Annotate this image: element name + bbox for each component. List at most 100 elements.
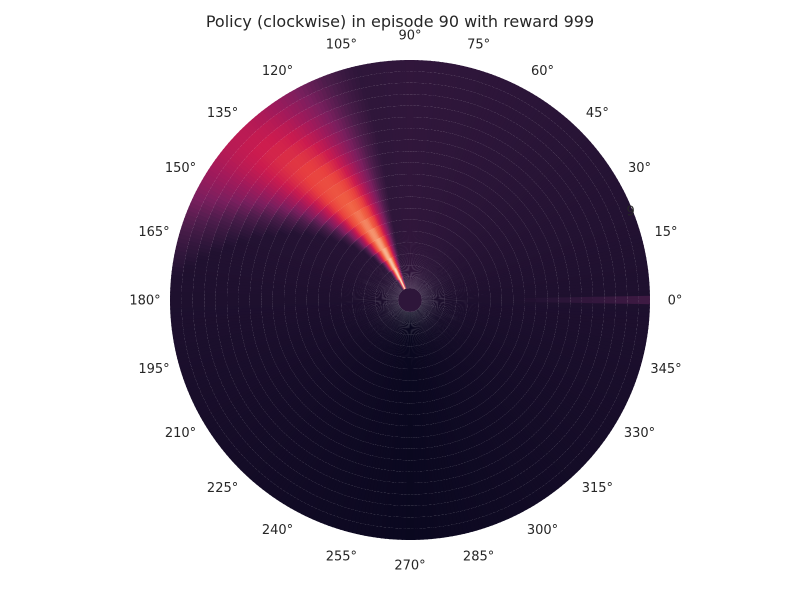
heatmap-cell [389,355,395,367]
heatmap-cell [535,299,548,303]
heatmap-cell [455,257,466,266]
heatmap-cell [365,246,374,257]
heatmap-cell [420,243,424,256]
heatmap-cell [382,236,389,248]
heatmap-cell [419,344,424,357]
heatmap-cell [444,244,453,255]
heatmap-cell [423,271,431,282]
heatmap-cell [353,287,365,291]
heatmap-cell [394,356,399,368]
heatmap-cell [398,345,402,357]
heatmap-cell [455,287,467,292]
heatmap-cell [386,329,393,341]
heatmap-cell [420,356,425,368]
heatmap-cell [378,265,387,275]
heatmap-cell [442,310,455,316]
heatmap-cell [373,348,381,360]
heatmap-cell [390,287,400,294]
heatmap-cell [420,305,432,311]
heatmap-cell [398,310,405,321]
heatmap-cell [415,278,421,290]
heatmap-cell [423,232,428,245]
heatmap-cell [421,256,426,268]
heatmap-cell [474,270,486,277]
heatmap-cell [441,242,450,253]
heatmap-cell [382,248,390,260]
heatmap-cell [377,308,389,313]
heatmap-cell [449,341,459,351]
heatmap-cell [413,277,417,289]
heatmap-cell [397,255,402,267]
heatmap-cell [405,334,408,347]
heatmap-cell [390,355,396,367]
heatmap-cell [415,266,420,278]
heatmap-cell [385,316,395,326]
heatmap-cell [442,311,454,317]
heatmap-cell [438,255,448,265]
heatmap-cell [427,246,433,258]
heatmap-cell [443,310,455,315]
heatmap-cell [433,303,445,307]
heatmap-cell [437,239,445,251]
heatmap-cell [419,285,429,293]
heatmap-cell [444,330,454,339]
heatmap-cell [450,322,461,329]
heatmap-cell [379,282,390,289]
heatmap-cell [430,311,441,318]
heatmap-cell [453,313,466,318]
heatmap-cell [366,344,375,355]
heatmap-cell [424,245,429,257]
heatmap-cell [394,268,401,280]
heatmap-cell [437,336,446,347]
heatmap-cell [420,268,426,280]
heatmap-cell [372,272,382,281]
heatmap-cell [377,307,389,313]
heatmap-cell [426,330,434,341]
heatmap-cell [393,308,402,318]
heatmap-cell [412,242,416,254]
heatmap-cell [390,270,398,281]
heatmap-cell [448,324,460,332]
heatmap-cell [397,267,403,279]
heatmap-cell [450,321,461,328]
heatmap-cell [466,310,478,315]
heatmap-cell [371,274,382,282]
heatmap-cell [394,308,403,318]
heatmap-cell [392,232,398,245]
heatmap-cell [437,349,445,361]
heatmap-cell [428,313,438,322]
heatmap-cell [423,331,429,343]
heatmap-cell [449,250,459,260]
heatmap-cell [369,333,379,343]
heatmap-cell [442,283,454,289]
heatmap-cell [392,269,399,280]
heatmap-cell [358,272,370,280]
heatmap-cell [421,302,433,305]
heatmap-cell [394,256,400,268]
heatmap-cell [422,244,427,256]
heatmap-cell [343,280,355,286]
heatmap-cell [375,323,385,332]
heatmap-cell [365,329,376,339]
heatmap-cell [419,321,425,332]
heatmap-cell [421,356,426,368]
heatmap-cell [459,265,471,273]
heatmap-cell [394,309,403,319]
heatmap-cell [344,317,356,323]
heatmap-cell [357,275,369,282]
heatmap-cell [376,323,386,333]
heatmap-cell [452,277,464,283]
heatmap-cell [390,245,395,257]
heatmap-cell [433,301,445,304]
heatmap-cell [419,306,430,314]
heatmap-cell [391,307,401,315]
heatmap-cell [432,303,445,307]
heatmap-cell [435,268,445,278]
heatmap-cell [442,311,454,316]
heatmap-cell [478,288,490,292]
heatmap-cell [431,285,443,291]
heatmap-cell [396,333,401,345]
heatmap-cell [415,254,419,266]
heatmap-cell [421,304,432,309]
heatmap-cell [439,317,450,325]
